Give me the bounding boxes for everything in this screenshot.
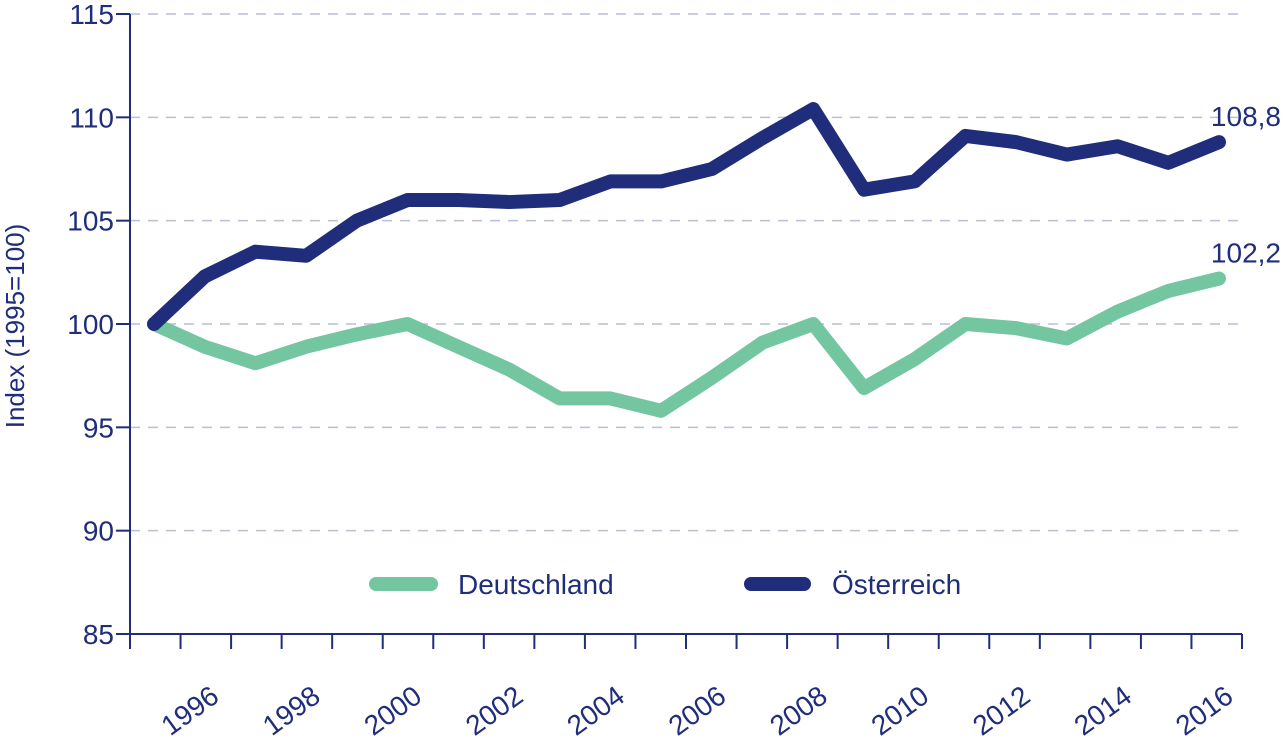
x-tick-label: 2012 bbox=[967, 680, 1036, 742]
legend-label-deutschland: Deutschland bbox=[458, 569, 614, 600]
axis-layer: Index (1995=100) 85 90 95 100 105 110 115 1996 1… bbox=[0, 0, 1243, 742]
y-axis-title: Index (1995=100) bbox=[0, 224, 30, 429]
series-line-deutschland bbox=[147, 271, 1226, 418]
y-tick-label: 85 bbox=[83, 619, 114, 650]
legend-item-oesterreich: Österreich bbox=[744, 569, 961, 600]
x-tick-label: 2008 bbox=[764, 680, 833, 742]
legend-label-oesterreich: Österreich bbox=[832, 569, 961, 600]
x-tick-label: 1996 bbox=[156, 680, 225, 742]
series-line-oesterreich bbox=[147, 102, 1226, 331]
label-layer: 102,2 108,8 bbox=[1211, 101, 1281, 268]
x-tick-label: 1998 bbox=[257, 680, 326, 742]
series-layer bbox=[147, 102, 1226, 418]
y-tick-label: 100 bbox=[67, 309, 114, 340]
x-tick-label: 2010 bbox=[866, 680, 935, 742]
x-tick-label: 2006 bbox=[663, 680, 732, 742]
grid-layer bbox=[130, 13, 1242, 532]
x-tick-label: 2002 bbox=[460, 680, 529, 742]
legend: Deutschland Österreich bbox=[369, 569, 961, 600]
y-tick-label: 115 bbox=[69, 0, 114, 30]
x-tick-label: 2016 bbox=[1170, 680, 1239, 742]
legend-item-deutschland: Deutschland bbox=[369, 569, 614, 600]
end-label-deutschland: 102,2 bbox=[1211, 238, 1281, 269]
y-tick-label: 110 bbox=[69, 102, 114, 133]
y-tick-label: 95 bbox=[83, 412, 114, 443]
x-tick-label: 2004 bbox=[561, 680, 630, 742]
x-tick-label: 2014 bbox=[1068, 680, 1137, 742]
x-tick-label: 2000 bbox=[358, 680, 427, 742]
y-tick-label: 105 bbox=[67, 206, 114, 237]
end-label-oesterreich: 108,8 bbox=[1211, 101, 1281, 132]
y-tick-label: 90 bbox=[83, 516, 114, 547]
